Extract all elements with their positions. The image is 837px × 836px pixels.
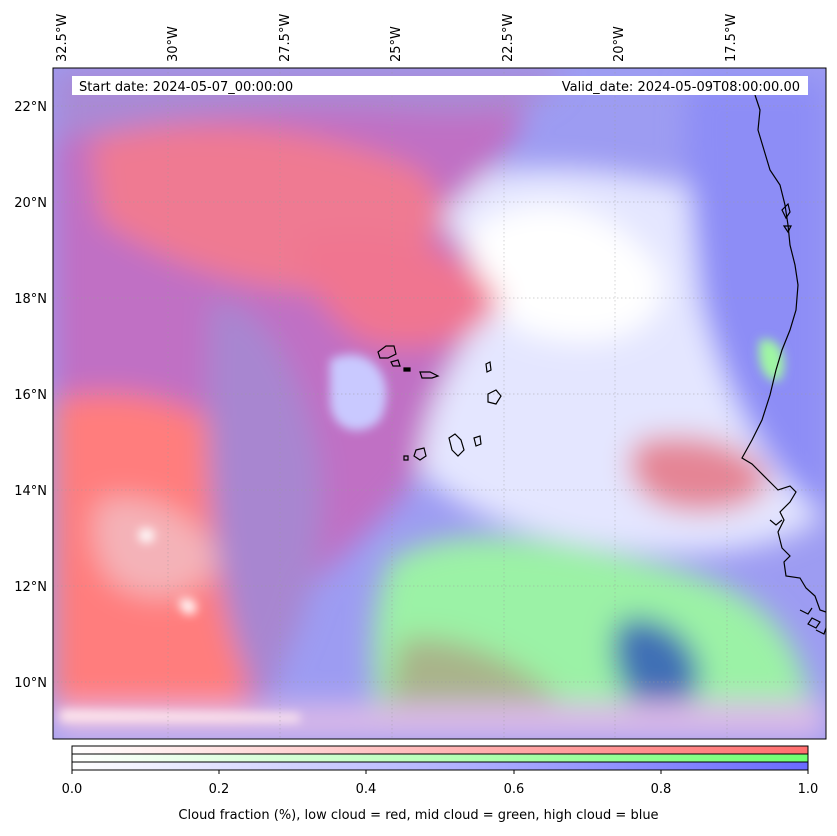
colorbar-tick-label: 1.0 <box>798 782 819 797</box>
colorbar-tick-label: 0.8 <box>651 782 672 797</box>
colorbar: 0.0 0.2 0.4 0.6 0.8 1.0 <box>62 745 819 797</box>
lon-label: 32.5°W <box>55 14 70 62</box>
latitude-labels: 22°N 20°N 18°N 16°N 14°N 12°N 10°N <box>14 100 47 691</box>
colorbar-tick-label: 0.2 <box>209 782 230 797</box>
colorbar-tick-label: 0.4 <box>356 782 377 797</box>
lat-label: 12°N <box>14 580 47 595</box>
colorbar-mid-band <box>72 754 808 762</box>
lon-label: 22.5°W <box>501 14 516 62</box>
lon-label: 27.5°W <box>278 14 293 62</box>
lat-label: 10°N <box>14 676 47 691</box>
lat-label: 22°N <box>14 100 47 115</box>
lat-label: 14°N <box>14 484 47 499</box>
map-frame <box>52 67 827 740</box>
colorbar-tick-label: 0.6 <box>504 782 525 797</box>
coastline <box>741 94 826 635</box>
lat-label: 18°N <box>14 292 47 307</box>
lat-label: 20°N <box>14 196 47 211</box>
colorbar-high-band <box>72 762 808 770</box>
cape-verde-islands <box>377 345 502 461</box>
lon-label: 30°W <box>166 26 181 62</box>
map-panel: Start date: 2024-05-07_00:00:00 Valid_da… <box>53 68 826 739</box>
valid-date-label: Valid_date: 2024-05-09T08:00:00.00 <box>562 80 800 95</box>
lon-label: 25°W <box>389 26 404 62</box>
start-date-label: Start date: 2024-05-07_00:00:00 <box>79 80 293 95</box>
colorbar-low-band <box>72 746 808 754</box>
graticule <box>53 68 826 739</box>
lon-label: 17.5°W <box>724 14 739 62</box>
colorbar-tick-label: 0.0 <box>62 782 83 797</box>
lat-label: 16°N <box>14 388 47 403</box>
colorbar-caption: Cloud fraction (%), low cloud = red, mid… <box>178 808 659 823</box>
longitude-labels: 32.5°W 30°W 27.5°W 25°W 22.5°W 20°W 17.5… <box>55 14 739 62</box>
date-banner: Start date: 2024-05-07_00:00:00 Valid_da… <box>72 76 808 95</box>
cloud-field <box>53 68 826 739</box>
lon-label: 20°W <box>612 26 627 62</box>
